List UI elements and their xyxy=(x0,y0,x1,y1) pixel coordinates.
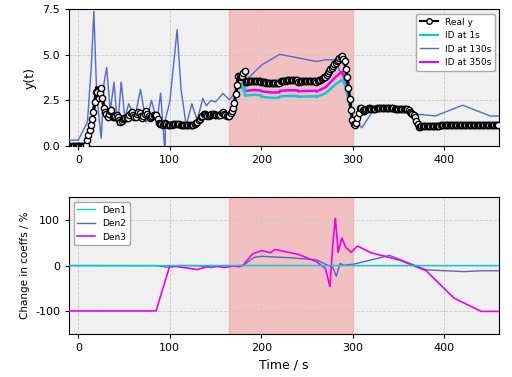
ID at 130s xyxy=(466,106,473,110)
ID at 350s xyxy=(66,143,72,148)
Y-axis label: Change in coeffs / %: Change in coeffs / % xyxy=(19,212,30,319)
Den1 xyxy=(111,263,117,268)
ID at 350s xyxy=(201,112,207,116)
Den3 xyxy=(496,309,502,314)
Den2 xyxy=(376,256,382,260)
ID at 1s xyxy=(496,123,502,127)
Den3 xyxy=(478,309,484,314)
ID at 350s xyxy=(111,115,117,119)
Den3 xyxy=(451,296,457,300)
Line: Den2: Den2 xyxy=(69,255,499,276)
Y-axis label: y(t): y(t) xyxy=(24,66,37,89)
ID at 1s xyxy=(466,123,473,127)
Den1 xyxy=(451,263,457,268)
Den1 xyxy=(496,263,502,268)
ID at 1s xyxy=(201,112,207,116)
Den2 xyxy=(466,269,473,274)
Bar xyxy=(229,198,353,334)
ID at 350s xyxy=(466,123,473,127)
Den1 xyxy=(201,263,207,268)
Den2 xyxy=(451,269,457,273)
ID at 130s xyxy=(376,106,382,110)
Den2 xyxy=(333,274,339,279)
ID at 350s xyxy=(339,70,345,74)
Den3 xyxy=(332,216,338,221)
ID at 1s xyxy=(451,123,457,127)
Den1 xyxy=(466,263,473,268)
Den3 xyxy=(466,303,473,308)
Den2 xyxy=(66,263,72,268)
ID at 1s xyxy=(339,78,345,82)
Legend: Real y, ID at 1s, ID at 130s, ID at 350s: Real y, ID at 1s, ID at 130s, ID at 350s xyxy=(416,14,495,71)
ID at 130s xyxy=(91,9,97,14)
ID at 130s xyxy=(112,86,118,90)
Line: ID at 350s: ID at 350s xyxy=(69,72,499,146)
ID at 350s xyxy=(451,123,457,127)
ID at 130s xyxy=(307,58,313,63)
ID at 350s xyxy=(496,123,502,127)
ID at 130s xyxy=(66,138,72,143)
Den3 xyxy=(66,309,72,313)
Den1 xyxy=(376,263,382,268)
Den2 xyxy=(201,264,207,269)
Den1 xyxy=(307,263,313,268)
Line: ID at 130s: ID at 130s xyxy=(69,11,499,156)
X-axis label: Time / s: Time / s xyxy=(260,358,309,371)
Den2 xyxy=(307,257,313,262)
Bar xyxy=(229,9,353,146)
Den2 xyxy=(496,268,502,273)
ID at 130s xyxy=(201,99,207,103)
Legend: Den1, Den2, Den3: Den1, Den2, Den3 xyxy=(74,202,130,245)
ID at 350s xyxy=(376,106,382,110)
Den3 xyxy=(376,253,382,257)
ID at 350s xyxy=(307,89,313,93)
Den3 xyxy=(307,257,313,261)
Den2 xyxy=(111,263,117,268)
ID at 1s xyxy=(307,94,313,99)
ID at 130s xyxy=(496,114,502,118)
Den1 xyxy=(66,263,72,268)
ID at 130s xyxy=(162,154,168,158)
Line: Den3: Den3 xyxy=(69,219,499,311)
Den3 xyxy=(201,265,207,270)
ID at 1s xyxy=(111,115,117,119)
Den3 xyxy=(111,309,117,313)
ID at 1s xyxy=(66,143,72,148)
ID at 130s xyxy=(451,106,457,111)
Line: ID at 1s: ID at 1s xyxy=(69,80,499,146)
Den2 xyxy=(387,253,393,257)
ID at 1s xyxy=(376,106,382,110)
